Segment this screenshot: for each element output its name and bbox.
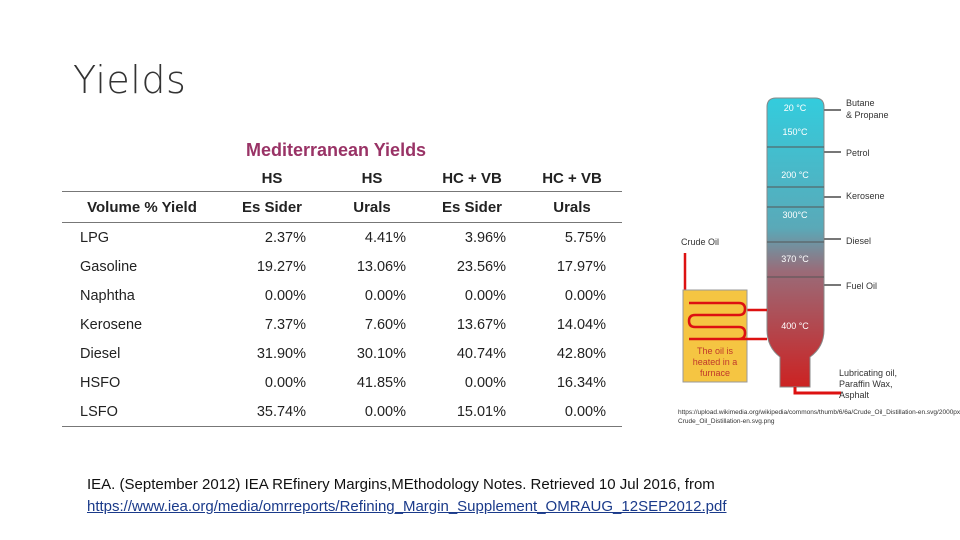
yield-cell: 30.10% [356, 345, 406, 362]
table-row: Kerosene 7.37% 7.60% 13.67% 14.04% [62, 310, 622, 339]
yield-cell: 5.75% [564, 229, 606, 246]
yield-cell: 16.34% [556, 374, 606, 391]
yield-cell: 3.96% [464, 229, 506, 246]
header-cell: Urals [522, 191, 622, 223]
temp-label: 370 °C [781, 254, 809, 264]
table-row: Diesel 31.90% 30.10% 40.74% 42.80% [62, 339, 622, 368]
header-cell: Es Sider [222, 191, 322, 223]
product-label-petrol: Petrol [846, 148, 870, 158]
yield-cell: 42.80% [556, 345, 606, 362]
yield-cell: 31.90% [256, 345, 306, 362]
image-source-url: https://upload.wikimedia.org/wikipedia/c… [678, 409, 960, 425]
outlet-pipes [824, 109, 841, 286]
yield-cell: 35.74% [222, 397, 322, 427]
header-row-process: HS HS HC + VB HC + VB [62, 165, 622, 192]
yield-cell: 0.00% [364, 287, 406, 304]
temp-label: 200 °C [781, 170, 809, 180]
yield-cell: 13.67% [456, 316, 506, 333]
yield-cell: 2.37% [264, 229, 306, 246]
furnace-label: furnace [700, 368, 730, 378]
distillation-column-diagram: 20 °C 150°C 200 °C 300°C 370 °C 400 °C B… [681, 97, 897, 400]
table-row: Gasoline 19.27% 13.06% 23.56% 17.97% [62, 252, 622, 281]
product-label-fuel-oil: Fuel Oil [846, 281, 877, 291]
header-cell: HC + VB [422, 165, 522, 192]
furnace-box [682, 289, 748, 383]
product-label-wax: Paraffin Wax, [839, 379, 893, 389]
yield-cell: 0.00% [264, 374, 306, 391]
citation-text: IEA. (September 2012) IEA REfinery Margi… [87, 476, 715, 493]
yield-cell: 41.85% [356, 374, 406, 391]
yield-cell: 0.00% [464, 374, 506, 391]
product-name: Gasoline [80, 258, 138, 275]
citation-link[interactable]: https://www.iea.org/media/omrreports/Ref… [87, 498, 727, 515]
product-label-propane: & Propane [846, 110, 889, 120]
yield-cell: 40.74% [456, 345, 506, 362]
yield-cell: 0.00% [564, 287, 606, 304]
temp-label: 300°C [782, 210, 808, 220]
yield-cell: 19.27% [256, 258, 306, 275]
yield-cell: 0.00% [322, 397, 422, 427]
header-cell: Urals [322, 191, 422, 223]
yield-cell: 23.56% [456, 258, 506, 275]
yield-cell: 4.41% [364, 229, 406, 246]
yield-cell: 0.00% [264, 287, 306, 304]
slide-title: Yields [73, 58, 187, 102]
header-cell: Es Sider [422, 191, 522, 223]
product-label-butane: Butane [846, 98, 875, 108]
table-row: LPG 2.37% 4.41% 3.96% 5.75% [62, 223, 622, 253]
product-name: Naphtha [80, 287, 135, 304]
yield-cell: 0.00% [522, 397, 622, 427]
temp-label: 20 °C [784, 103, 807, 113]
residue-pipe [793, 387, 841, 395]
header-cell: HC + VB [522, 165, 622, 192]
furnace-coil [687, 301, 767, 341]
header-cell: HS [322, 165, 422, 192]
yield-cell: 7.37% [264, 316, 306, 333]
header-row-crude: Volume % Yield Es Sider Urals Es Sider U… [62, 191, 622, 223]
temp-label: 150°C [782, 127, 808, 137]
citation: IEA. (September 2012) IEA REfinery Margi… [87, 474, 727, 518]
yield-cell: 17.97% [556, 258, 606, 275]
product-label-asphalt: Asphalt [839, 390, 870, 400]
product-name: Diesel [80, 345, 121, 362]
product-name: LSFO [62, 397, 222, 427]
product-name: HSFO [80, 374, 121, 391]
yield-cell: 13.06% [356, 258, 406, 275]
furnace-label: The oil is [697, 346, 734, 356]
product-label-lube: Lubricating oil, [839, 368, 897, 378]
yield-cell: 15.01% [422, 397, 522, 427]
yields-table: HS HS HC + VB HC + VB Volume % Yield Es … [62, 165, 622, 427]
header-cell: HS [222, 165, 322, 192]
product-label-kerosene: Kerosene [846, 191, 885, 201]
temp-label: 400 °C [781, 321, 809, 331]
yield-cell: 0.00% [464, 287, 506, 304]
product-name: Kerosene [80, 316, 143, 333]
table-row: Naphtha 0.00% 0.00% 0.00% 0.00% [62, 281, 622, 310]
product-label-diesel: Diesel [846, 236, 871, 246]
yield-cell: 14.04% [556, 316, 606, 333]
header-cell [62, 165, 222, 192]
yield-cell: 7.60% [364, 316, 406, 333]
crude-oil-label: Crude Oil [681, 237, 719, 247]
table-row: HSFO 0.00% 41.85% 0.00% 16.34% [62, 368, 622, 397]
table-row: LSFO 35.74% 0.00% 15.01% 0.00% [62, 397, 622, 427]
table-title: Mediterranean Yields [246, 140, 427, 160]
furnace-label: heated in a [693, 357, 738, 367]
product-name: LPG [80, 229, 110, 246]
header-cell: Volume % Yield [62, 191, 222, 223]
column-trays [767, 146, 824, 278]
